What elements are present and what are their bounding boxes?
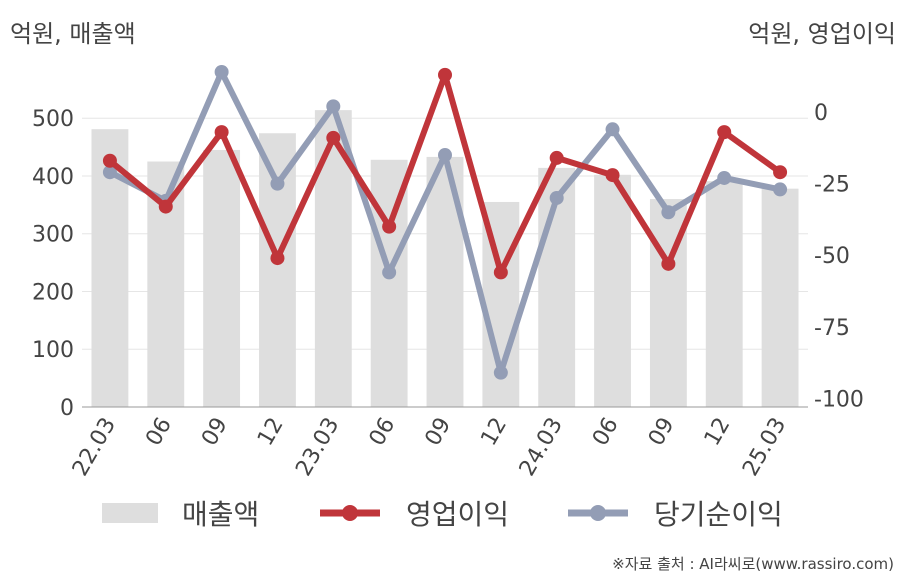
- x-tick-label: 06: [365, 414, 401, 451]
- x-tick-label: 12: [700, 414, 736, 451]
- legend-item-revenue: 매출액: [102, 490, 259, 536]
- bar-revenue: [594, 174, 631, 407]
- point-operating-profit: [326, 130, 341, 145]
- point-net-income: [438, 148, 452, 163]
- legend-label-operating-profit: 영업이익: [406, 498, 510, 531]
- bar-revenue: [705, 181, 743, 407]
- point-operating-profit: [438, 67, 452, 82]
- x-tick-label: 09: [644, 414, 680, 451]
- point-operating-profit: [605, 168, 620, 183]
- point-net-income: [549, 190, 564, 205]
- point-operating-profit: [214, 125, 229, 140]
- legend: 매출액 영업이익 당기순이익: [0, 490, 908, 540]
- legend-label-net-income: 당기순이익: [654, 498, 783, 531]
- point-operating-profit: [382, 219, 397, 234]
- x-tick-label: 12: [476, 414, 512, 451]
- y-right-tick-label: -50: [814, 244, 850, 269]
- x-tick-label: 12: [253, 414, 289, 451]
- left-axis-unit-label: 억원, 매출액: [10, 20, 136, 48]
- legend-swatch-net-income: [568, 505, 628, 521]
- point-net-income: [214, 65, 229, 79]
- x-tick-label: 09: [421, 414, 457, 451]
- point-operating-profit: [773, 165, 788, 180]
- y-left-tick-label: 100: [32, 338, 74, 363]
- y-right-tick-label: -25: [814, 173, 850, 198]
- x-tick-label: 06: [588, 414, 624, 451]
- legend-item-net-income: 당기순이익: [566, 490, 783, 536]
- legend-label-revenue: 매출액: [182, 498, 260, 531]
- point-operating-profit: [270, 251, 285, 266]
- y-left-tick-label: 200: [32, 280, 74, 305]
- y-left-tick-label: 400: [32, 165, 74, 190]
- point-net-income: [102, 165, 117, 180]
- x-tick-label: 23.03: [291, 414, 344, 481]
- point-net-income: [661, 205, 676, 220]
- source-credit: ※자료 출처 : AI라씨로(www.rassiro.com): [612, 555, 894, 573]
- point-net-income: [270, 176, 285, 191]
- point-operating-profit: [158, 199, 173, 214]
- legend-item-operating-profit: 영업이익: [318, 490, 509, 536]
- point-net-income: [773, 182, 788, 197]
- point-operating-profit: [102, 153, 117, 168]
- y-left-tick-label: 0: [60, 396, 74, 421]
- y-right-tick-label: -100: [814, 387, 864, 412]
- legend-swatch-revenue: [102, 503, 158, 523]
- x-tick-label: 25.03: [738, 414, 791, 481]
- x-tick-label: 09: [197, 414, 233, 451]
- y-left-tick-label: 500: [32, 107, 74, 132]
- bar-revenue: [761, 188, 799, 407]
- point-net-income: [493, 365, 508, 380]
- point-net-income: [605, 122, 620, 137]
- bar-revenue: [203, 149, 241, 408]
- legend-swatch-operating-profit: [320, 505, 380, 521]
- bar-revenue: [259, 133, 296, 408]
- y-right-tick-label: 0: [814, 101, 828, 126]
- combo-chart: 0 100 200 300 400 500 0 -25 -50 -75 -100 22.03 06 09 1…: [32, 65, 864, 481]
- point-operating-profit: [493, 265, 508, 280]
- y-left-tick-label: 300: [32, 223, 74, 248]
- point-net-income: [382, 265, 397, 280]
- x-tick-label: 24.03: [515, 414, 568, 481]
- x-tick-label: 06: [141, 414, 177, 451]
- point-net-income: [717, 170, 732, 185]
- point-operating-profit: [661, 256, 676, 271]
- right-axis-unit-label: 억원, 영업이익: [748, 20, 896, 48]
- y-right-tick-label: -75: [814, 316, 850, 341]
- point-operating-profit: [549, 150, 564, 165]
- point-operating-profit: [717, 125, 732, 140]
- x-tick-label: 22.03: [68, 414, 121, 481]
- point-net-income: [326, 99, 341, 114]
